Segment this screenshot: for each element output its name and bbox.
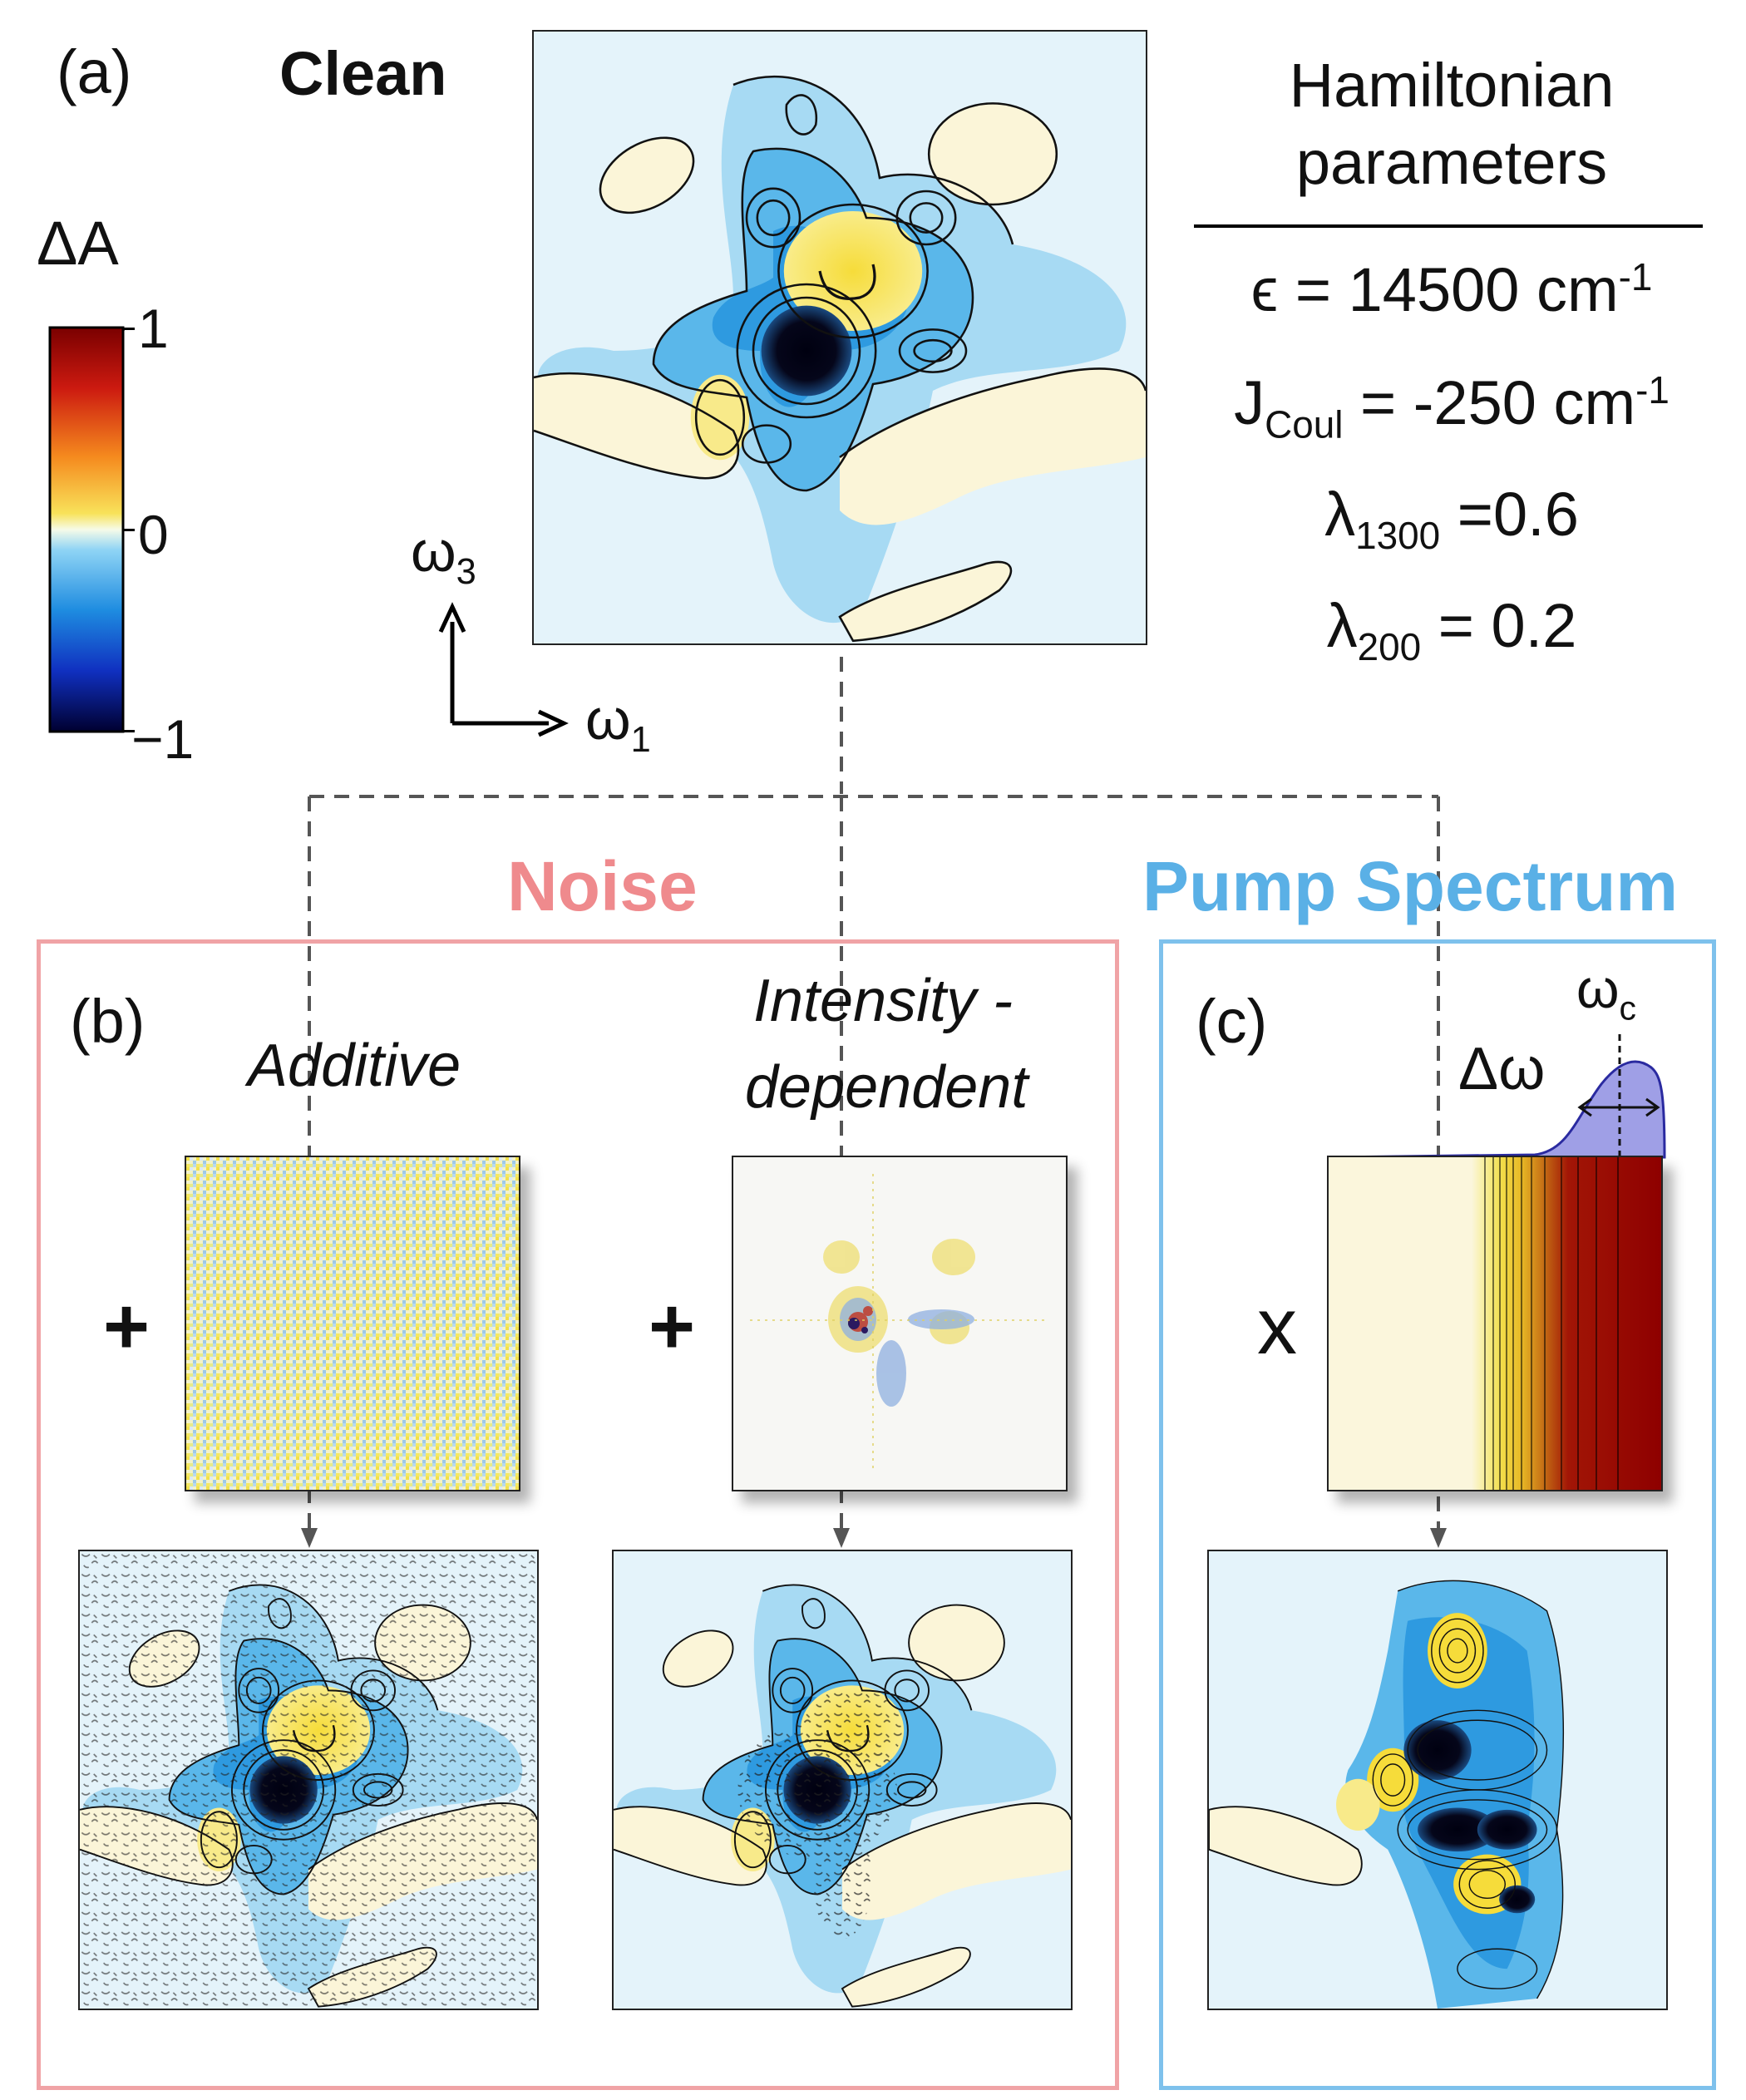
omega1-label: ω1 xyxy=(585,687,651,761)
plus-sign-additive: + xyxy=(103,1282,150,1371)
axes-arrows xyxy=(424,599,574,748)
colorbar-tick-top: 1 xyxy=(138,298,169,359)
intensity-label-line2: dependent xyxy=(745,1054,1028,1121)
omega3-label: ω3 xyxy=(411,519,476,593)
clean-title: Clean xyxy=(279,39,447,108)
intensity-noise-map xyxy=(732,1156,1068,1491)
clean-spectrum-plot xyxy=(532,30,1147,645)
pump-spectrum-box xyxy=(1159,939,1716,2090)
additive-noise-map xyxy=(185,1156,520,1491)
hamiltonian-title-line1: Hamiltonian xyxy=(1289,51,1615,120)
panel-b-label: (b) xyxy=(70,987,146,1056)
colorbar-tick-mid: 0 xyxy=(138,504,169,565)
plus-sign-intensity: + xyxy=(649,1282,696,1371)
additive-result-plot xyxy=(78,1550,539,2010)
intensity-result-plot xyxy=(612,1550,1073,2010)
delta-omega-label: Δω xyxy=(1458,1036,1546,1102)
intensity-label-line1: Intensity - xyxy=(753,968,1014,1034)
param-lambda1300: λ1300 =0.6 xyxy=(1324,480,1579,558)
hamiltonian-divider xyxy=(1194,224,1703,228)
hamiltonian-title-line2: parameters xyxy=(1295,128,1608,197)
panel-c-label: (c) xyxy=(1196,987,1268,1056)
pump-spectrum-title: Pump Spectrum xyxy=(1142,847,1679,925)
param-epsilon: ϵ = 14500 cm-1 xyxy=(1250,255,1653,325)
noise-box xyxy=(37,939,1119,2090)
hamiltonian-title: Hamiltonian parameters xyxy=(1194,50,1709,198)
colorbar-tick-bottom: −1 xyxy=(131,708,195,770)
omega-c-label: ωc xyxy=(1576,958,1636,1028)
additive-label: Additive xyxy=(248,1033,461,1099)
pump-filter-map xyxy=(1327,1156,1663,1491)
colorbar-title: ΔA xyxy=(37,209,119,278)
pump-result-plot xyxy=(1207,1550,1668,2010)
panel-a-label: (a) xyxy=(57,37,132,106)
multiply-sign: x xyxy=(1257,1282,1297,1371)
colorbar xyxy=(48,326,125,733)
noise-title: Noise xyxy=(507,847,698,925)
pump-spectrum-curve xyxy=(1327,1018,1668,1161)
param-lambda200: λ200 = 0.2 xyxy=(1326,591,1577,669)
param-jcoul: JCoul = -250 cm-1 xyxy=(1234,368,1670,446)
